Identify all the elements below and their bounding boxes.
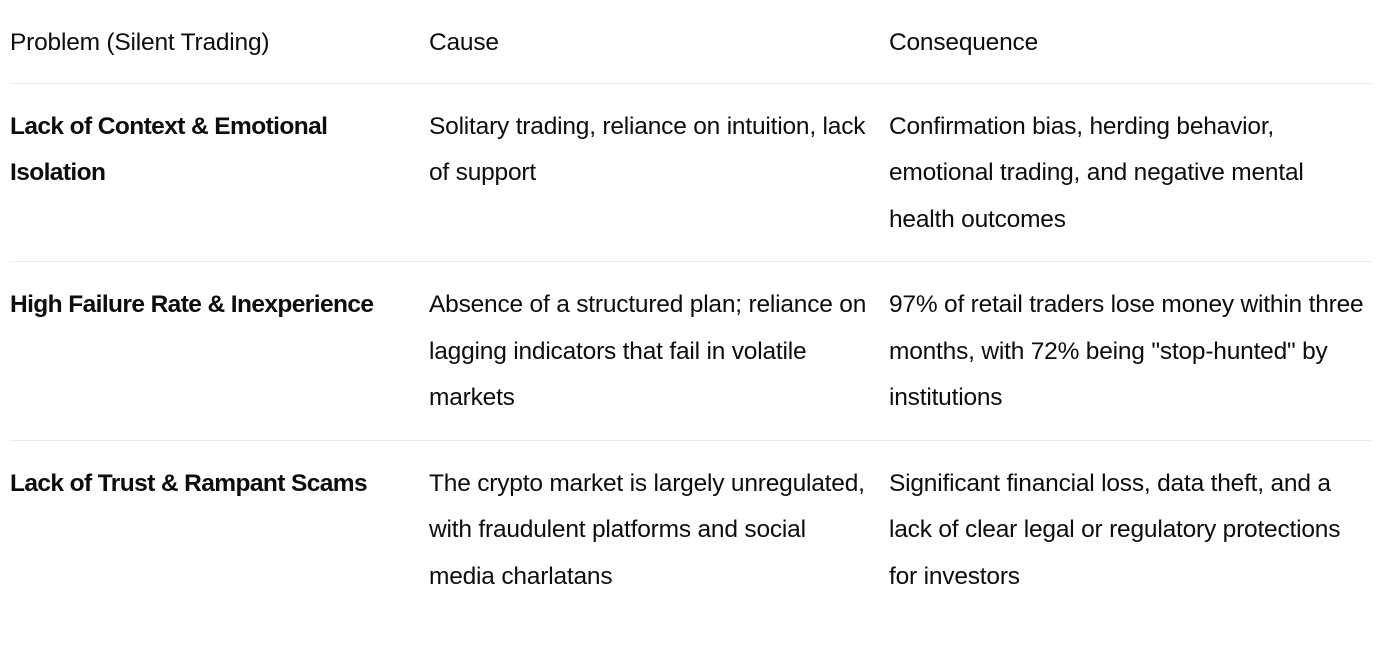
- problem-table: Problem (Silent Trading) Cause Consequen…: [10, 0, 1372, 618]
- cause-cell: The crypto market is largely unregulated…: [429, 469, 865, 590]
- problem-cell: Lack of Trust & Rampant Scams: [10, 469, 368, 497]
- cause-cell: Solitary trading, reliance on intuition,…: [429, 112, 866, 187]
- problem-cell: Lack of Context & Emotional Isolation: [10, 112, 328, 187]
- header-consequence: Consequence: [889, 29, 1038, 56]
- problem-cell: High Failure Rate & Inexperience: [10, 291, 374, 318]
- header-cause: Cause: [429, 29, 499, 56]
- table-header-row: Problem (Silent Trading) Cause Consequen…: [10, 0, 1372, 83]
- table-row: High Failure Rate & Inexperience Absence…: [10, 262, 1372, 440]
- table-row: Lack of Trust & Rampant Scams The crypto…: [10, 440, 1372, 618]
- table-row: Lack of Context & Emotional Isolation So…: [10, 83, 1372, 262]
- cause-cell: Absence of a structured plan; reliance o…: [429, 291, 867, 411]
- problem-table-container: Problem (Silent Trading) Cause Consequen…: [10, 0, 1372, 618]
- consequence-cell: Confirmation bias, herding behavior, emo…: [889, 112, 1304, 233]
- header-problem: Problem (Silent Trading): [10, 29, 270, 56]
- consequence-cell: 97% of retail traders lose money within …: [889, 291, 1364, 411]
- consequence-cell: Significant financial loss, data theft, …: [889, 469, 1341, 590]
